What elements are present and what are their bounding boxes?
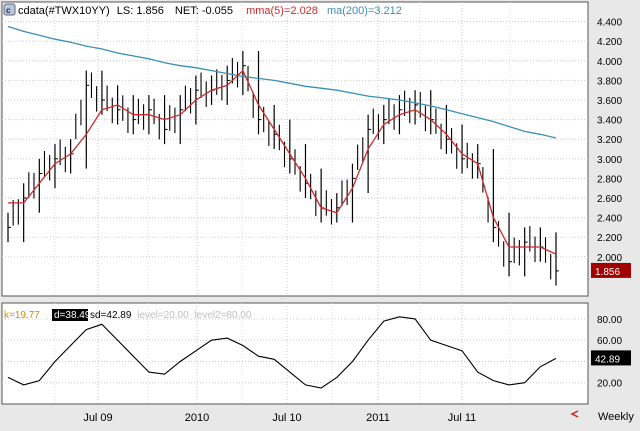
stoch-header: k=19.77 [4,310,40,321]
stoch-d: d=38.49 [54,310,91,321]
price-ytick-11: 4.200 [597,37,622,48]
last-stoch-badge [591,350,631,366]
mma5-line [8,69,557,255]
price-ytick-9: 3.800 [597,76,622,87]
header-mma: mma(5)=2.028 [246,5,318,17]
stoch-ytick-2: 60.00 [597,336,622,347]
app-icon-glyph: c [6,6,11,15]
price-ytick-7: 3.400 [597,116,622,127]
last-price-badge-text: 1.856 [595,267,620,278]
app-icon [3,3,16,16]
stoch-sd-line [7,316,557,389]
price-ytick-0: 2.000 [597,253,622,264]
xtick-3: 2011 [366,412,390,424]
stoch-sd: sd=42.89 [90,310,132,321]
price-ytick-8: 3.600 [597,96,622,107]
stoch-ytick-3: 80.00 [597,315,622,326]
header-title: cdata(#TWX10YY) [18,5,110,17]
price-ytick-5: 3.000 [597,155,622,166]
stoch-pane [1,302,589,405]
last-price-badge [591,262,631,278]
stoch-d-box [52,309,88,321]
header-last: LS: 1.856 [117,5,164,17]
scroll-left-icon[interactable] [570,410,579,418]
ma200-line [7,25,557,139]
xtick-2: Jul 10 [272,412,301,424]
price-ytick-10: 4.000 [597,57,622,68]
header-net: NET: -0.055 [175,5,233,17]
xtick-4: Jul 11 [448,412,477,424]
xtick-0: Jul 09 [83,412,112,424]
price-pane [1,1,589,297]
price-ytick-2: 2.400 [597,214,622,225]
xtick-1: 2010 [185,412,209,424]
price-ytick-6: 3.200 [597,135,622,146]
price-ytick-1: 2.200 [597,233,622,244]
stoch-level2: level2=80.00 [194,310,251,321]
price-ytick-4: 2.800 [597,174,622,185]
price-ytick-12: 4.400 [597,18,622,29]
stoch-k: k=19.77 [4,310,40,321]
header-ma: ma(200)=3.212 [327,5,402,17]
stoch-rest: sd=42.89 level=20.00 level2=80.00 [90,310,252,321]
stoch-level: level=20.00 [137,310,189,321]
last-stoch-badge-text: 42.89 [595,354,620,365]
price-ytick-3: 2.600 [597,194,622,205]
stoch-ytick-0: 20.00 [597,379,622,390]
header-text: cdata(#TWX10YY) LS: 1.856 NET: -0.055 mm… [18,5,402,17]
period-label[interactable]: Weekly [598,411,634,423]
